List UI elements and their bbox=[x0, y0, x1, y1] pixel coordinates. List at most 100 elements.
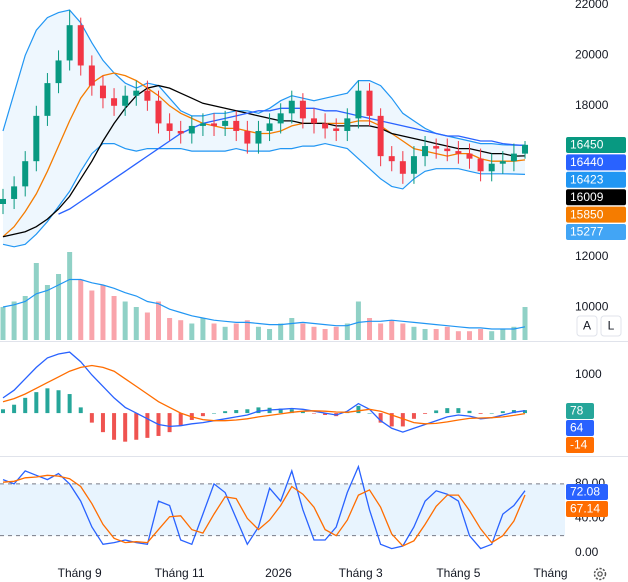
volume-bar bbox=[78, 279, 84, 340]
volume-bar bbox=[389, 320, 395, 340]
volume-bar bbox=[100, 285, 106, 340]
volume-bar bbox=[200, 318, 206, 340]
volume-bar bbox=[133, 307, 139, 340]
volume-bar bbox=[278, 323, 284, 340]
y-tick-label: 20000 bbox=[575, 48, 609, 62]
volume-bar bbox=[33, 263, 39, 340]
candle-body bbox=[133, 90, 140, 96]
volume-bar bbox=[22, 296, 28, 340]
histogram-bar bbox=[289, 409, 294, 414]
volume-bar bbox=[167, 318, 173, 340]
histogram-bar bbox=[511, 410, 516, 414]
volume-bar bbox=[178, 320, 184, 340]
candle-body bbox=[355, 90, 362, 119]
candle-body bbox=[188, 125, 195, 134]
histogram-bar bbox=[112, 413, 117, 440]
volume-bar bbox=[489, 331, 495, 340]
volume-bar bbox=[267, 329, 273, 340]
last-value-box bbox=[566, 224, 626, 240]
scale-button[interactable] bbox=[600, 315, 622, 337]
volume-bar bbox=[355, 301, 361, 340]
candle-body bbox=[77, 25, 84, 66]
volume-bar bbox=[444, 326, 450, 340]
histogram-bar bbox=[134, 413, 139, 440]
indicator-line bbox=[2, 474, 526, 547]
candle-body bbox=[0, 198, 6, 204]
histogram-bar bbox=[356, 405, 361, 414]
candle-body bbox=[433, 146, 440, 149]
histogram-bar bbox=[456, 408, 461, 414]
indicator-line bbox=[2, 364, 526, 425]
histogram-bar bbox=[400, 413, 405, 427]
histogram-bar bbox=[12, 404, 17, 414]
candle-body bbox=[11, 186, 18, 199]
scale-button-label[interactable]: L bbox=[608, 319, 615, 333]
last-value-box bbox=[566, 437, 594, 453]
last-value-box bbox=[566, 137, 626, 153]
candle-body bbox=[55, 60, 62, 84]
candle-body bbox=[366, 90, 373, 116]
y-tick-label: 22000 bbox=[575, 0, 609, 11]
histogram-bar bbox=[212, 413, 217, 414]
candle-body bbox=[388, 156, 395, 162]
histogram-bar bbox=[278, 408, 283, 414]
y-tick-label: 10000 bbox=[575, 299, 609, 313]
last-value-box bbox=[566, 501, 608, 517]
candle-body bbox=[455, 151, 462, 154]
candle-body bbox=[377, 115, 384, 157]
settings-icon[interactable] bbox=[593, 567, 607, 581]
y-tick-label: 18000 bbox=[575, 98, 609, 112]
histogram-bar bbox=[378, 413, 383, 423]
candle-body bbox=[444, 148, 451, 152]
candle-body bbox=[44, 83, 51, 116]
volume-bar bbox=[522, 307, 528, 340]
volume-bar bbox=[144, 312, 150, 340]
candle-body bbox=[522, 144, 529, 154]
volume-bar bbox=[333, 326, 339, 340]
candle-body bbox=[144, 90, 151, 101]
volume-bar bbox=[211, 323, 217, 340]
candle-body bbox=[310, 118, 317, 124]
last-value-label: 15277 bbox=[570, 225, 604, 239]
bollinger-band bbox=[2, 142, 526, 248]
last-value-box bbox=[566, 403, 594, 419]
last-value-label: 16450 bbox=[570, 138, 604, 152]
candle-body bbox=[122, 95, 129, 106]
candle-body bbox=[155, 100, 162, 124]
histogram-bar bbox=[89, 413, 94, 423]
last-value-label: 64 bbox=[570, 421, 584, 435]
candle-body bbox=[177, 130, 184, 134]
volume-bar bbox=[0, 307, 6, 340]
scale-button[interactable] bbox=[576, 315, 598, 337]
x-tick-label: Tháng 5 bbox=[436, 566, 480, 580]
candle-body bbox=[488, 163, 495, 172]
candle-body bbox=[266, 123, 273, 131]
histogram-bar bbox=[223, 411, 228, 414]
candle-body bbox=[233, 120, 240, 131]
volume-bar bbox=[289, 318, 295, 340]
candle-body bbox=[299, 100, 306, 119]
x-tick-label: Tháng bbox=[534, 566, 568, 580]
last-value-label: 15850 bbox=[570, 207, 604, 221]
histogram-bar bbox=[500, 411, 505, 414]
volume-bar bbox=[155, 301, 161, 340]
histogram-bar bbox=[434, 410, 439, 414]
candle-body bbox=[344, 118, 351, 131]
volume-bar bbox=[367, 318, 373, 340]
last-value-label: 67.14 bbox=[570, 502, 600, 516]
volume-bar bbox=[400, 323, 406, 340]
candle-body bbox=[244, 130, 251, 144]
volume-bar bbox=[300, 323, 306, 340]
scale-button-label[interactable]: A bbox=[583, 319, 591, 333]
last-value-label: 16009 bbox=[570, 190, 604, 204]
volume-bar bbox=[466, 331, 472, 340]
volume-bar bbox=[422, 329, 428, 340]
candle-body bbox=[99, 85, 106, 99]
histogram-bar bbox=[234, 410, 239, 414]
histogram-bar bbox=[423, 413, 428, 414]
histogram-bar bbox=[445, 408, 450, 414]
volume-bar bbox=[233, 323, 239, 340]
volume-bar bbox=[500, 329, 506, 340]
last-value-box bbox=[566, 189, 626, 206]
candle-body bbox=[288, 100, 295, 114]
